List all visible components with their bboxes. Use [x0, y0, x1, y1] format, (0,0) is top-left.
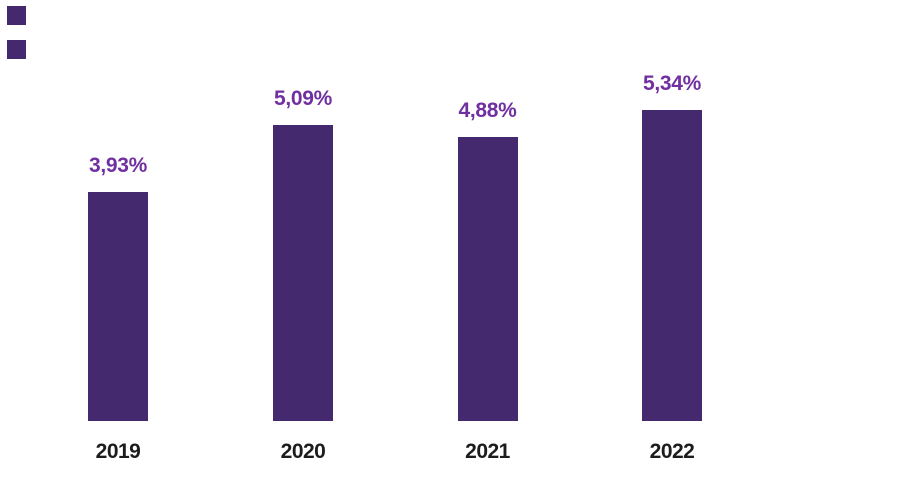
bar-2019: [88, 192, 148, 421]
bar-value-label-2021: 4,88%: [458, 99, 517, 122]
category-label-2020: 2020: [280, 440, 326, 463]
category-label-2022: 2022: [649, 440, 695, 463]
bullet-square-icon: [7, 6, 26, 25]
category-label-2021: 2021: [465, 440, 510, 463]
category-label-2019: 2019: [95, 440, 141, 463]
bar-value-label-2020: 5,09%: [273, 87, 333, 110]
bar-value-label-2019: 3,93%: [88, 154, 148, 177]
bar-2022: [642, 110, 702, 421]
bar-2021: [457, 137, 518, 421]
bullet-square-icon: [7, 40, 26, 59]
bar-2020: [273, 125, 333, 421]
bar-value-label-2022: 5,34%: [642, 72, 702, 95]
